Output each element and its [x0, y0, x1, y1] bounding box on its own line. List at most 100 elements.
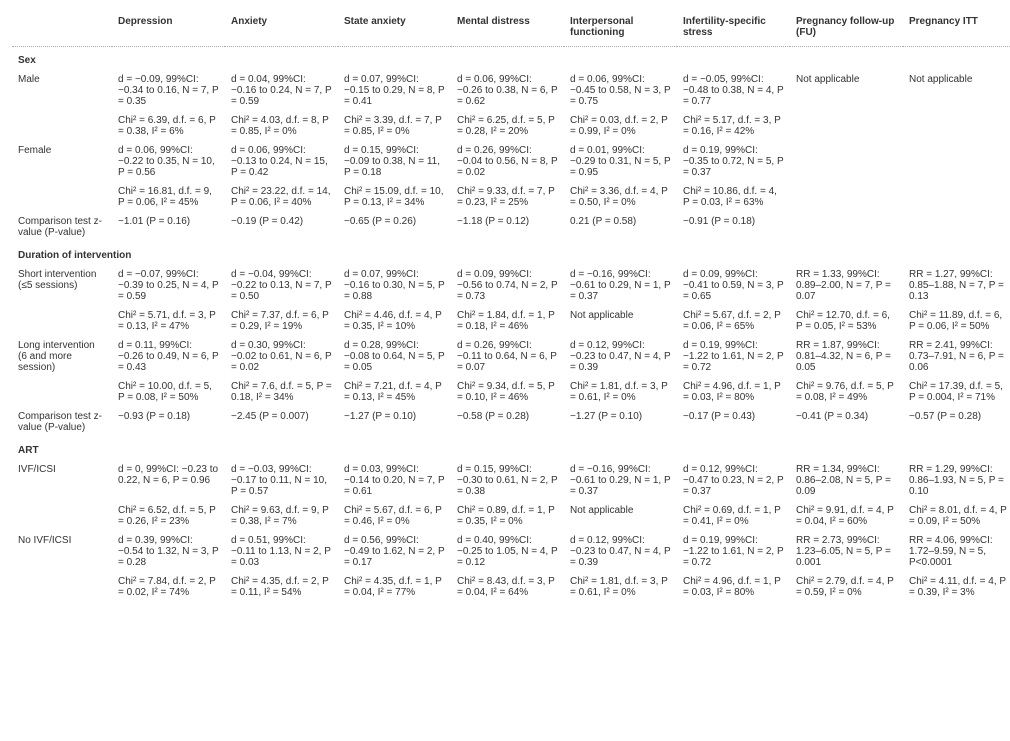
effect-cell: 0.21 (P = 0.58)	[564, 212, 677, 242]
effect-cell: d = 0.15, 99%CI: −0.30 to 0.61, N = 2, P…	[451, 460, 564, 501]
effect-cell: Not applicable	[903, 70, 1010, 111]
heterogeneity-cell: Chi² = 0.69, d.f. = 1, P = 0.41, I² = 0%	[677, 501, 790, 531]
effect-cell: d = −0.03, 99%CI: −0.17 to 0.11, N = 10,…	[225, 460, 338, 501]
effect-cell: RR = 4.06, 99%CI: 1.72–9.59, N = 5, P<0.…	[903, 531, 1010, 572]
effect-cell: d = 0.19, 99%CI: −1.22 to 1.61, N = 2, P…	[677, 336, 790, 377]
effect-cell: −1.27 (P = 0.10)	[564, 407, 677, 437]
effect-cell: −1.18 (P = 0.12)	[451, 212, 564, 242]
heterogeneity-cell: Chi² = 4.11, d.f. = 4, P = 0.39, I² = 3%	[903, 572, 1010, 602]
effect-cell: d = −0.16, 99%CI: −0.61 to 0.29, N = 1, …	[564, 265, 677, 306]
section-header: ART	[12, 437, 1010, 460]
effect-cell: d = 0.09, 99%CI: −0.56 to 0.74, N = 2, P…	[451, 265, 564, 306]
heterogeneity-cell: Chi² = 9.34, d.f. = 5, P = 0.10, I² = 46…	[451, 377, 564, 407]
table-row: Chi² = 16.81, d.f. = 9, P = 0.06, I² = 4…	[12, 182, 1010, 212]
effect-cell	[903, 141, 1010, 182]
heterogeneity-cell	[903, 111, 1010, 141]
table-row: Comparison test z-value (P-value)−1.01 (…	[12, 212, 1010, 242]
effect-cell: d = 0.06, 99%CI: −0.13 to 0.24, N = 15, …	[225, 141, 338, 182]
effect-cell: d = −0.16, 99%CI: −0.61 to 0.29, N = 1, …	[564, 460, 677, 501]
effect-cell: d = 0, 99%CI: −0.23 to 0.22, N = 6, P = …	[112, 460, 225, 501]
effect-cell: d = 0.56, 99%CI: −0.49 to 1.62, N = 2, P…	[338, 531, 451, 572]
row-label	[12, 501, 112, 531]
row-label	[12, 377, 112, 407]
effect-cell: d = 0.06, 99%CI: −0.22 to 0.35, N = 10, …	[112, 141, 225, 182]
effect-cell	[903, 212, 1010, 242]
heterogeneity-cell: Chi² = 7.37, d.f. = 6, P = 0.29, I² = 19…	[225, 306, 338, 336]
row-label	[12, 306, 112, 336]
heterogeneity-cell: Not applicable	[564, 306, 677, 336]
heterogeneity-cell: Chi² = 4.35, d.f. = 2, P = 0.11, I² = 54…	[225, 572, 338, 602]
effect-cell: d = 0.01, 99%CI: −0.29 to 0.31, N = 5, P…	[564, 141, 677, 182]
heterogeneity-cell: Chi² = 0.03, d.f. = 2, P = 0.99, I² = 0%	[564, 111, 677, 141]
effect-cell: −0.57 (P = 0.28)	[903, 407, 1010, 437]
heterogeneity-cell: Chi² = 10.00, d.f. = 5, P = 0.08, I² = 5…	[112, 377, 225, 407]
effect-cell: d = 0.09, 99%CI: −0.41 to 0.59, N = 3, P…	[677, 265, 790, 306]
effect-cell: d = 0.51, 99%CI: −0.11 to 1.13, N = 2, P…	[225, 531, 338, 572]
section-title: ART	[12, 437, 1010, 460]
effect-cell: −0.65 (P = 0.26)	[338, 212, 451, 242]
heterogeneity-cell: Chi² = 11.89, d.f. = 6, P = 0.06, I² = 5…	[903, 306, 1010, 336]
effect-cell: −0.58 (P = 0.28)	[451, 407, 564, 437]
heterogeneity-cell: Chi² = 9.91, d.f. = 4, P = 0.04, I² = 60…	[790, 501, 903, 531]
heterogeneity-cell: Chi² = 4.96, d.f. = 1, P = 0.03, I² = 80…	[677, 377, 790, 407]
heterogeneity-cell: Chi² = 3.36, d.f. = 4, P = 0.50, I² = 0%	[564, 182, 677, 212]
heterogeneity-cell: Chi² = 4.96, d.f. = 1, P = 0.03, I² = 80…	[677, 572, 790, 602]
heterogeneity-cell: Chi² = 1.81, d.f. = 3, P = 0.61, I² = 0%	[564, 377, 677, 407]
effect-cell: −1.01 (P = 0.16)	[112, 212, 225, 242]
effect-cell: d = 0.30, 99%CI: −0.02 to 0.61, N = 6, P…	[225, 336, 338, 377]
effect-cell: d = −0.09, 99%CI: −0.34 to 0.16, N = 7, …	[112, 70, 225, 111]
effect-cell: d = 0.06, 99%CI: −0.45 to 0.58, N = 3, P…	[564, 70, 677, 111]
effect-cell: d = −0.07, 99%CI: −0.39 to 0.25, N = 4, …	[112, 265, 225, 306]
effect-cell: d = 0.11, 99%CI: −0.26 to 0.49, N = 6, P…	[112, 336, 225, 377]
table-row: Femaled = 0.06, 99%CI: −0.22 to 0.35, N …	[12, 141, 1010, 182]
effect-cell: RR = 1.87, 99%CI: 0.81–4.32, N = 6, P = …	[790, 336, 903, 377]
effect-cell: d = 0.15, 99%CI: −0.09 to 0.38, N = 11, …	[338, 141, 451, 182]
effect-cell: −0.19 (P = 0.42)	[225, 212, 338, 242]
heterogeneity-cell: Chi² = 9.33, d.f. = 7, P = 0.23, I² = 25…	[451, 182, 564, 212]
col-header: Interpersonal functioning	[564, 12, 677, 47]
heterogeneity-cell: Chi² = 7.6, d.f. = 5, P = 0.18, I² = 34%	[225, 377, 338, 407]
effect-cell: d = 0.39, 99%CI: −0.54 to 1.32, N = 3, P…	[112, 531, 225, 572]
heterogeneity-cell: Chi² = 9.76, d.f. = 5, P = 0.08, I² = 49…	[790, 377, 903, 407]
effect-cell: −2.45 (P = 0.007)	[225, 407, 338, 437]
effect-cell: d = 0.06, 99%CI: −0.26 to 0.38, N = 6, P…	[451, 70, 564, 111]
row-label: Male	[12, 70, 112, 111]
header-row: Depression Anxiety State anxiety Mental …	[12, 12, 1010, 47]
effect-cell: d = 0.07, 99%CI: −0.16 to 0.30, N = 5, P…	[338, 265, 451, 306]
heterogeneity-cell: Not applicable	[564, 501, 677, 531]
heterogeneity-cell: Chi² = 6.25, d.f. = 5, P = 0.28, I² = 20…	[451, 111, 564, 141]
heterogeneity-cell: Chi² = 0.89, d.f. = 1, P = 0.35, I² = 0%	[451, 501, 564, 531]
row-label: IVF/ICSI	[12, 460, 112, 501]
heterogeneity-cell: Chi² = 9.63, d.f. = 9, P = 0.38, I² = 7%	[225, 501, 338, 531]
effect-cell: d = 0.07, 99%CI: −0.15 to 0.29, N = 8, P…	[338, 70, 451, 111]
effect-cell: RR = 1.27, 99%CI: 0.85–1.88, N = 7, P = …	[903, 265, 1010, 306]
results-table: Depression Anxiety State anxiety Mental …	[12, 12, 1010, 602]
effect-cell: −1.27 (P = 0.10)	[338, 407, 451, 437]
effect-cell: RR = 1.33, 99%CI: 0.89–2.00, N = 7, P = …	[790, 265, 903, 306]
col-header: State anxiety	[338, 12, 451, 47]
table-row: Maled = −0.09, 99%CI: −0.34 to 0.16, N =…	[12, 70, 1010, 111]
effect-cell: d = 0.12, 99%CI: −0.23 to 0.47, N = 4, P…	[564, 336, 677, 377]
row-label	[12, 182, 112, 212]
table-row: Short intervention (≤5 sessions)d = −0.0…	[12, 265, 1010, 306]
heterogeneity-cell: Chi² = 7.84, d.f. = 2, P = 0.02, I² = 74…	[112, 572, 225, 602]
heterogeneity-cell: Chi² = 4.03, d.f. = 8, P = 0.85, I² = 0%	[225, 111, 338, 141]
effect-cell: d = 0.28, 99%CI: −0.08 to 0.64, N = 5, P…	[338, 336, 451, 377]
heterogeneity-cell	[790, 111, 903, 141]
row-label: Short intervention (≤5 sessions)	[12, 265, 112, 306]
heterogeneity-cell: Chi² = 7.21, d.f. = 4, P = 0.13, I² = 45…	[338, 377, 451, 407]
heterogeneity-cell: Chi² = 4.46, d.f. = 4, P = 0.35, I² = 10…	[338, 306, 451, 336]
effect-cell: d = 0.40, 99%CI: −0.25 to 1.05, N = 4, P…	[451, 531, 564, 572]
effect-cell: Not applicable	[790, 70, 903, 111]
effect-cell: d = −0.04, 99%CI: −0.22 to 0.13, N = 7, …	[225, 265, 338, 306]
effect-cell: −0.93 (P = 0.18)	[112, 407, 225, 437]
row-label: No IVF/ICSI	[12, 531, 112, 572]
heterogeneity-cell: Chi² = 1.81, d.f. = 3, P = 0.61, I² = 0%	[564, 572, 677, 602]
effect-cell: −0.17 (P = 0.43)	[677, 407, 790, 437]
row-label	[12, 572, 112, 602]
table-row: Chi² = 5.71, d.f. = 3, P = 0.13, I² = 47…	[12, 306, 1010, 336]
section-title: Sex	[12, 47, 1010, 71]
heterogeneity-cell: Chi² = 5.71, d.f. = 3, P = 0.13, I² = 47…	[112, 306, 225, 336]
table-row: Long intervention (6 and more session)d …	[12, 336, 1010, 377]
table-row: IVF/ICSId = 0, 99%CI: −0.23 to 0.22, N =…	[12, 460, 1010, 501]
